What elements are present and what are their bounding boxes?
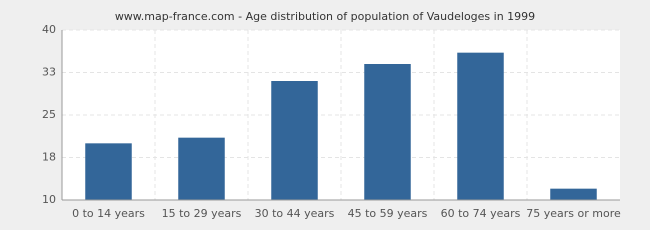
x-tick-label: 0 to 14 years — [72, 207, 145, 220]
y-tick-label: 25 — [42, 108, 56, 121]
x-tick-label: 45 to 59 years — [348, 207, 428, 220]
bar — [550, 188, 597, 200]
x-tick-label: 30 to 44 years — [255, 207, 335, 220]
bar — [457, 52, 504, 200]
y-tick-label: 18 — [42, 151, 56, 164]
x-tick-label: 60 to 74 years — [441, 207, 521, 220]
bar — [271, 81, 318, 200]
y-tick-label: 10 — [42, 193, 56, 206]
y-tick-label: 40 — [42, 23, 56, 36]
x-tick-label: 75 years or more — [526, 207, 621, 220]
chart: www.map-france.com - Age distribution of… — [0, 0, 650, 230]
chart-title: www.map-france.com - Age distribution of… — [115, 10, 535, 23]
x-tick-label: 15 to 29 years — [162, 207, 242, 220]
bar — [85, 143, 132, 200]
bar — [364, 64, 411, 200]
bar — [178, 137, 225, 200]
y-tick-label: 33 — [42, 66, 56, 79]
